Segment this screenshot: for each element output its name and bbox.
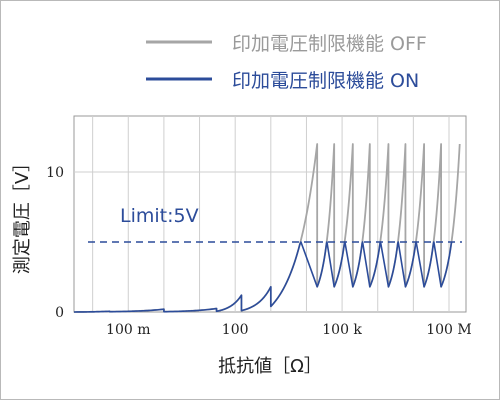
series-lines: [73, 143, 461, 313]
x-axis-title: 抵抗値［Ω］: [218, 356, 322, 377]
gridlines: [74, 116, 466, 312]
y-tick-label: 0: [55, 305, 64, 321]
y-tick-label: 10: [46, 165, 64, 181]
limit-label: Limit:5V: [120, 205, 199, 227]
tick-labels: 100 m 100 100 k 100 M 0 10: [46, 165, 472, 338]
legend: 印加電圧制限機能 OFF 印加電圧制限機能 ON: [146, 33, 427, 92]
x-tick-label: 100 M: [426, 322, 472, 338]
legend-label-off: 印加電圧制限機能 OFF: [232, 33, 427, 55]
x-tick-label: 100 m: [106, 322, 150, 338]
legend-label-on: 印加電圧制限機能 ON: [232, 70, 419, 92]
annotations: Limit:5V: [88, 205, 462, 243]
x-tick-label: 100 k: [322, 322, 362, 338]
x-tick-label: 100: [222, 322, 249, 338]
series-line-on: [73, 241, 453, 313]
y-axis-title: 測定電圧［V］: [12, 154, 33, 274]
